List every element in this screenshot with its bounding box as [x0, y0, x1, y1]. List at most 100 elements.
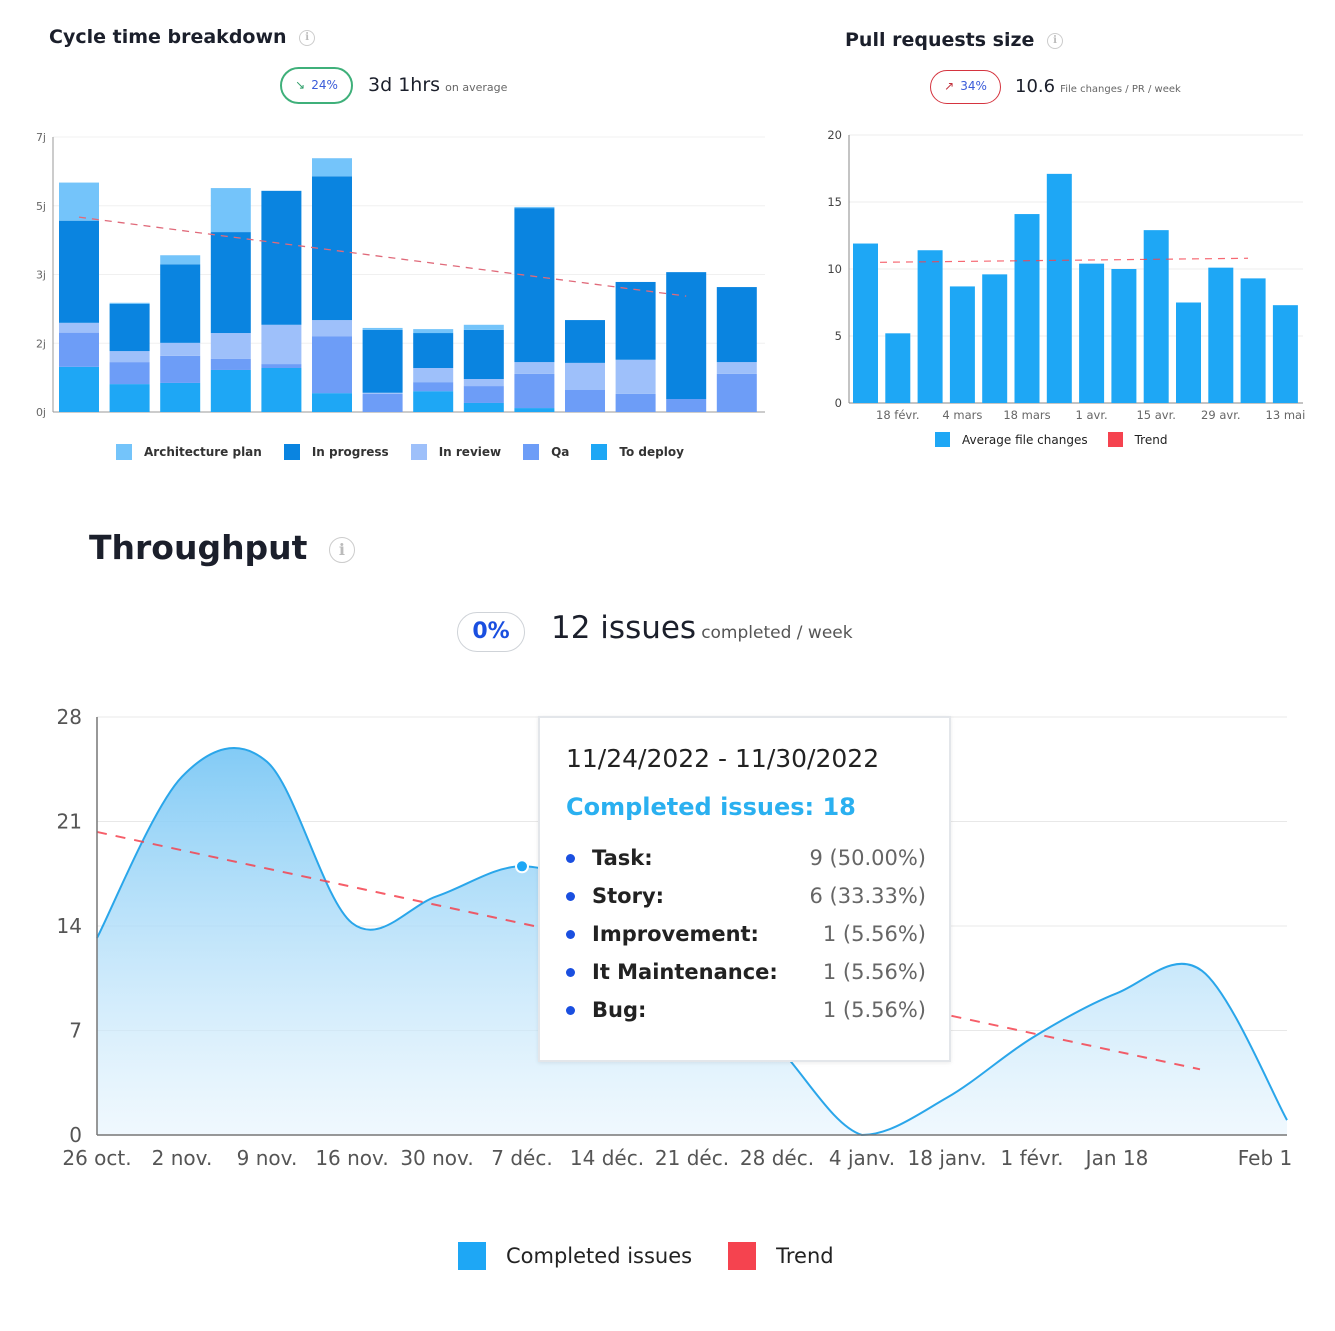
- arrow-down-right-icon: ↘: [295, 78, 306, 92]
- bar-segment-in-review: [59, 322, 99, 333]
- bar: [982, 274, 1008, 403]
- x-tick-label: Feb 1: [1238, 1146, 1293, 1170]
- bar-segment-qa: [413, 382, 454, 392]
- x-tick-label: Jan 18: [1084, 1146, 1149, 1170]
- bar-segment-in-progress: [312, 176, 352, 321]
- legend-label[interactable]: In review: [438, 445, 502, 459]
- y-tick-label: 21: [57, 810, 82, 834]
- x-tick-label: 1 avr.: [316, 419, 348, 420]
- bar-segment-qa: [362, 393, 403, 412]
- bar-segment-in-progress: [210, 232, 251, 334]
- x-tick-label: 18 janv.: [908, 1146, 987, 1170]
- info-icon[interactable]: i: [328, 536, 355, 563]
- throughput-summary: 12 issues completed / week: [551, 610, 853, 646]
- y-tick-label: 0j: [36, 406, 46, 419]
- legend-label[interactable]: In progress: [311, 445, 389, 459]
- tooltip-row: Bug: 1 (5.56%): [566, 991, 926, 1029]
- bar-segment-in-review: [362, 392, 403, 394]
- tooltip-date-range: 11/24/2022 - 11/30/2022: [566, 744, 880, 773]
- legend-label-completed-issues[interactable]: Completed issues: [506, 1244, 693, 1268]
- legend-label-average-file-changes[interactable]: Average file changes: [962, 432, 1088, 447]
- x-tick-label: 26 oct.: [62, 1146, 131, 1170]
- bar-segment-in-review: [716, 362, 757, 374]
- cycle-time-change: 24%: [311, 78, 338, 92]
- x-tick-label: 9 nov.: [237, 1146, 298, 1170]
- info-icon[interactable]: i: [1047, 32, 1064, 49]
- bar-segment-in-review: [463, 379, 504, 387]
- bullet-icon: [566, 1005, 575, 1015]
- throughput-change: 0%: [472, 619, 510, 644]
- throughput-change-badge: 0%: [457, 612, 525, 652]
- bar-segment-to-deploy: [109, 384, 150, 412]
- y-tick-label: 10: [827, 262, 842, 276]
- y-tick-label: 2j: [36, 337, 46, 350]
- bullet-icon: [566, 929, 575, 939]
- bar-segment-in-review: [160, 342, 201, 356]
- info-icon[interactable]: i: [299, 29, 316, 46]
- bar: [917, 250, 943, 403]
- x-tick-label: 29 avr.: [515, 419, 554, 420]
- bar-segment-in-progress: [261, 190, 302, 325]
- bar-segment-architecture-plan: [59, 182, 99, 221]
- bar-segment-qa: [565, 390, 605, 412]
- bar-segment-in-progress: [160, 264, 201, 343]
- legend-swatch: [591, 444, 608, 460]
- highlighted-point: [515, 859, 529, 874]
- bar-segment-in-review: [514, 362, 555, 374]
- legend-swatch-trend: [1107, 432, 1123, 447]
- y-tick-label: 3j: [36, 269, 46, 282]
- pr-size-summary: 10.6 File changes / PR / week: [1015, 76, 1181, 97]
- bar-segment-in-review: [261, 324, 302, 365]
- x-tick-label: 4 févr.: [61, 419, 97, 420]
- bar: [1240, 278, 1266, 403]
- x-tick-label: 4 janv.: [829, 1146, 895, 1170]
- legend-label-trend[interactable]: Trend: [776, 1244, 834, 1268]
- cycle-time-chart: 0j 2j 3j 5j 7j 4 févr. 11 févr. 25 févr. 11 mars…: [36, 131, 765, 420]
- x-tick-label: 25 févr.: [158, 419, 202, 420]
- legend-label[interactable]: Architecture plan: [144, 445, 262, 459]
- legend-label-trend[interactable]: Trend: [1134, 432, 1168, 447]
- legend-swatch-trend: [728, 1242, 757, 1270]
- bar: [1046, 173, 1072, 403]
- area-fill: [97, 748, 1287, 1135]
- y-tick-label: 7j: [36, 131, 46, 144]
- bar-segment-architecture-plan: [463, 324, 504, 330]
- legend-swatch: [523, 444, 540, 460]
- pr-size-legend: Average file changes Trend: [935, 432, 1167, 447]
- bar-segment-in-review: [615, 359, 656, 394]
- x-tick-label: 15 avr.: [1136, 408, 1175, 422]
- x-tick-label: 21 déc.: [655, 1146, 729, 1170]
- x-tick-label: 18 mars: [1003, 408, 1050, 422]
- tooltip-row: It Maintenance: 1 (5.56%): [566, 953, 926, 991]
- bar-segment-architecture-plan: [514, 206, 555, 209]
- throughput-title: Throughput i: [89, 528, 355, 567]
- y-tick-label: 0: [69, 1123, 82, 1147]
- bar-segment-to-deploy: [312, 393, 352, 412]
- bar-segment-in-progress: [463, 329, 504, 379]
- pr-size-chart: 0 5 10 15 20 18 févr. 4 mars 18 mars 1 avr. 15 av…: [827, 128, 1305, 422]
- tooltip-row-label: Bug:: [592, 998, 647, 1022]
- throughput-chart: 0 7 14 21 28 26 oct. 2 nov. 9 nov. 16 nov. 30 nov…: [57, 705, 1293, 1170]
- throughput-value: 12 issues: [551, 610, 697, 646]
- legend-swatch: [410, 444, 427, 460]
- bar-segment-to-deploy: [413, 391, 454, 412]
- cycle-time-title: Cycle time breakdown i: [49, 26, 316, 48]
- bar: [1079, 263, 1105, 403]
- legend-label[interactable]: Qa: [551, 445, 570, 459]
- tooltip-row-value: 1 (5.56%): [822, 998, 926, 1022]
- legend-label[interactable]: To deploy: [619, 445, 684, 459]
- bar-segment-qa: [160, 355, 201, 383]
- cycle-time-value: 3d 1hrs: [368, 74, 441, 96]
- legend-swatch-average-file-changes: [935, 432, 950, 447]
- legend-swatch: [283, 444, 300, 460]
- bar-segment-in-review: [312, 320, 352, 337]
- bar-segment-architecture-plan: [109, 302, 150, 304]
- x-tick-label: 2 nov.: [152, 1146, 213, 1170]
- pr-size-suffix: File changes / PR / week: [1060, 84, 1181, 95]
- x-tick-label: 7 déc.: [491, 1146, 552, 1170]
- tooltip-row: Story: 6 (33.33%): [566, 877, 926, 915]
- tooltip-row: Task: 9 (50.00%): [566, 839, 926, 877]
- bar-segment-in-progress: [565, 320, 605, 363]
- bar: [1014, 214, 1040, 403]
- bar-segment-in-review: [413, 368, 454, 383]
